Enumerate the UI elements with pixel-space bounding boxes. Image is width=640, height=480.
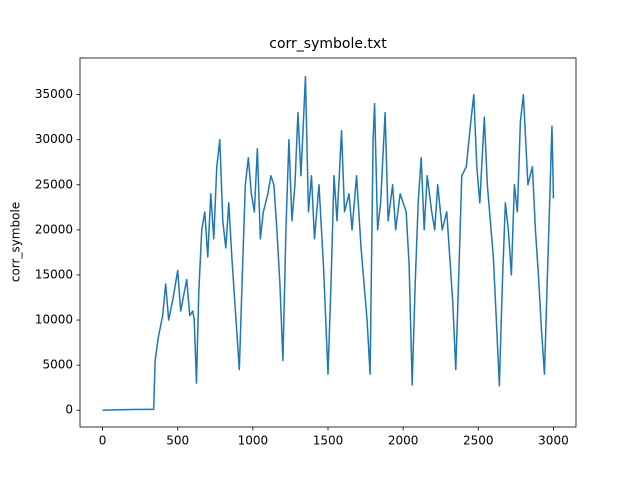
data-line (102, 75, 555, 411)
x-tick-label: 2500 (463, 434, 494, 448)
x-tick-label: 1000 (238, 434, 269, 448)
y-axis-label: corr_symbole (9, 202, 23, 282)
chart-title: corr_symbole.txt (269, 36, 387, 52)
y-tick-label: 5000 (42, 358, 73, 372)
plot-area (102, 75, 555, 411)
x-tick-label: 1500 (313, 434, 344, 448)
y-tick-label: 25000 (35, 177, 73, 191)
y-tick-label: 20000 (35, 222, 73, 236)
x-tick-label: 2000 (388, 434, 419, 448)
x-tick-label: 0 (99, 434, 107, 448)
y-tick-label: 35000 (35, 87, 73, 101)
y-tick-label: 10000 (35, 313, 73, 327)
x-tick-label: 3000 (538, 434, 569, 448)
y-tick-label: 30000 (35, 132, 73, 146)
y-tick-label: 15000 (35, 267, 73, 281)
x-tick-label: 500 (166, 434, 189, 448)
y-tick-label: 0 (65, 403, 73, 417)
